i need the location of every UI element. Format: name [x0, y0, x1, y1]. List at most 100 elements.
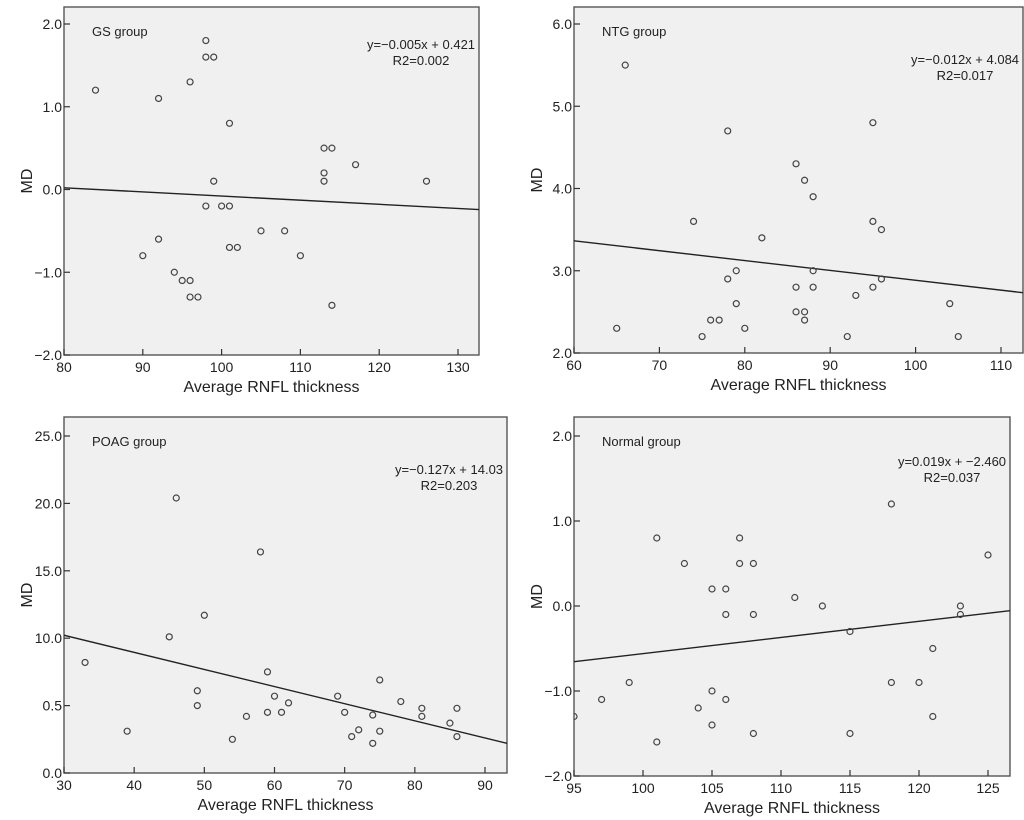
data-point [369, 739, 377, 747]
data-point [625, 678, 633, 687]
data-point [225, 202, 234, 210]
data-point [348, 733, 356, 741]
x-tick-label: 70 [337, 777, 353, 793]
data-point [707, 316, 715, 324]
data-point [724, 127, 732, 135]
y-tick-label: −1.0 [34, 264, 62, 280]
x-tick-label: 70 [652, 357, 668, 373]
data-point [186, 78, 194, 86]
x-axis-label: Average RNFL thickness [183, 379, 359, 396]
data-point [869, 283, 877, 291]
x-tick-label: 100 [210, 359, 234, 375]
data-point [334, 692, 342, 700]
panel-title: NTG group [602, 24, 666, 39]
x-tick-label: 125 [976, 780, 1000, 796]
x-tick-label: 80 [56, 359, 72, 375]
data-point [694, 704, 702, 712]
data-point [809, 193, 817, 201]
data-point [263, 668, 272, 676]
r-squared-label: R2=0.203 [421, 478, 478, 493]
data-point [281, 227, 289, 235]
x-tick-label: 100 [904, 357, 928, 373]
data-point [296, 252, 304, 260]
data-point [956, 610, 965, 619]
x-tick-label: 120 [907, 780, 931, 796]
x-tick-label: 30 [56, 777, 72, 793]
data-point [929, 644, 937, 653]
data-point [846, 729, 854, 738]
y-tick-label: 2.0 [553, 345, 573, 361]
data-point [341, 708, 349, 716]
data-point [422, 177, 431, 185]
panel-title: Normal group [602, 434, 681, 449]
y-tick-label: 2.0 [553, 428, 573, 444]
data-point [758, 234, 766, 242]
x-axis-label: Average RNFL thickness [704, 800, 880, 817]
y-tick-label: 15.0 [35, 563, 62, 579]
x-axis-label: Average RNFL thickness [710, 377, 886, 394]
data-point [225, 119, 234, 127]
data-point [351, 161, 360, 169]
data-point [256, 548, 265, 556]
data-point [653, 738, 661, 746]
data-point [843, 332, 851, 341]
x-tick-label: 110 [990, 357, 1013, 373]
data-point [328, 301, 336, 309]
data-point [233, 243, 241, 252]
data-point [91, 86, 100, 94]
data-point [741, 324, 749, 332]
data-point [887, 500, 896, 508]
y-tick-label: 1.0 [553, 513, 573, 529]
data-point [732, 267, 740, 275]
x-tick-label: 40 [126, 777, 142, 793]
data-point [170, 268, 178, 276]
data-point [698, 332, 706, 341]
data-point [210, 53, 218, 61]
data-point [792, 283, 800, 291]
data-point [574, 712, 578, 721]
x-tick-label: 120 [368, 359, 392, 375]
panel-normal-group: 2.0 1.0 0.0 −1.0 −2.095 100 105 110 115 120 125 Ave… [529, 416, 1011, 817]
y-axis-label: MD [529, 168, 546, 193]
x-tick-label: 80 [407, 777, 423, 793]
regression-line [64, 187, 479, 211]
y-tick-label: 10.0 [35, 630, 62, 646]
data-point [869, 119, 877, 127]
data-point [800, 176, 809, 184]
data-point [800, 316, 809, 324]
data-point [852, 291, 860, 300]
data-point [954, 332, 962, 341]
panel-title: POAG group [92, 434, 166, 449]
x-tick-label: 90 [135, 359, 151, 375]
y-axis-label: MD [19, 169, 36, 194]
panel-ntg-group: 6.0 5.0 4.0 3.0 2.060 70 80 90 100 110 Average RNF… [529, 6, 1024, 394]
x-tick-label: 100 [631, 780, 655, 796]
data-point [722, 610, 730, 619]
y-tick-label: 1.0 [43, 99, 63, 115]
data-point [597, 695, 606, 704]
y-axis-label: MD [19, 583, 36, 608]
regression-equation: y=0.019x + −2.460 [898, 454, 1006, 469]
data-point [809, 267, 817, 275]
data-point [708, 585, 716, 593]
y-tick-label: 0.0 [43, 182, 63, 198]
data-point [328, 144, 336, 152]
x-tick-label: 60 [566, 357, 582, 373]
data-point [202, 36, 210, 45]
data-point [929, 712, 937, 721]
x-tick-label: 80 [737, 357, 753, 373]
y-tick-label: −1.0 [544, 683, 572, 699]
data-point [193, 701, 201, 710]
data-point [202, 53, 210, 61]
regression-equation: y=−0.012x + 4.084 [911, 52, 1019, 67]
y-axis-label: MD [529, 584, 546, 609]
data-point [915, 678, 923, 687]
data-point [653, 534, 661, 542]
regression-equation: y=−0.005x + 0.421 [367, 37, 475, 52]
data-point [165, 633, 173, 641]
data-point [123, 727, 131, 735]
y-tick-label: 0.5 [43, 698, 63, 714]
data-point [320, 177, 328, 185]
x-tick-label: 130 [446, 359, 470, 375]
